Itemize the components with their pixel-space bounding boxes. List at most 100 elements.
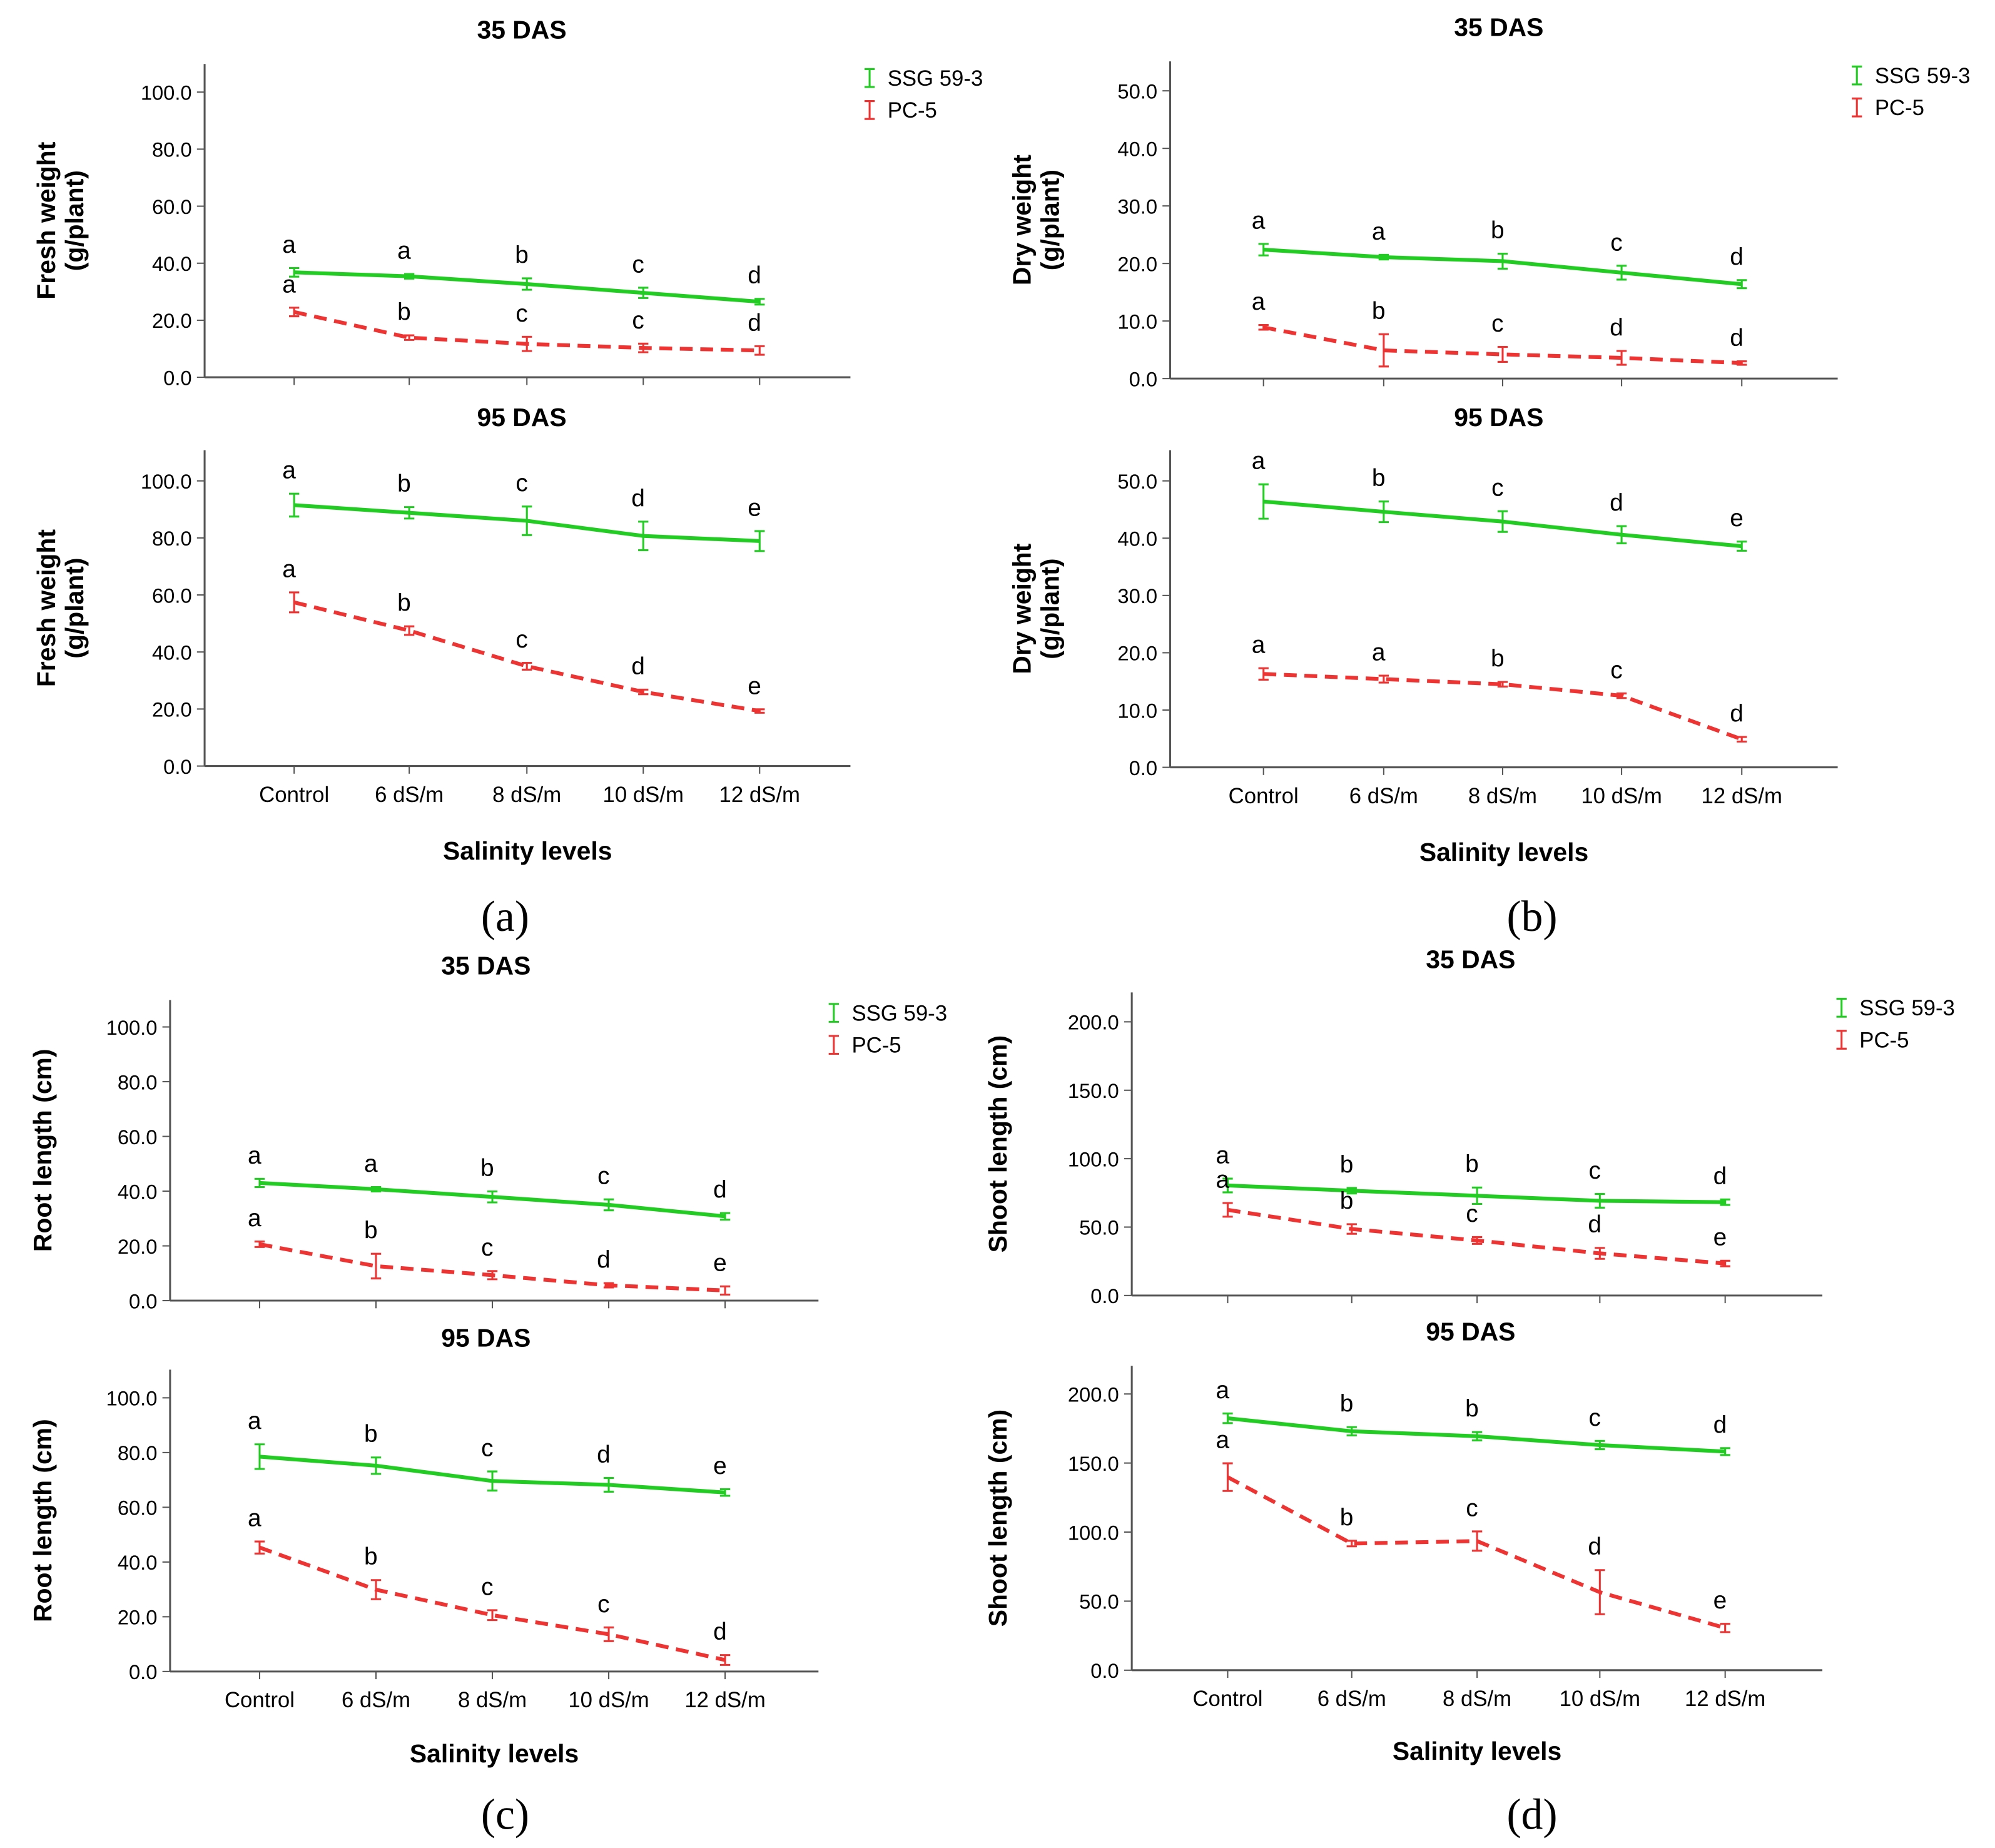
legend-entry: SSG 59-3 (1859, 997, 1955, 1020)
error-bar (1471, 1236, 1483, 1245)
significance-letter: d (1730, 243, 1744, 270)
error-bar (638, 688, 649, 696)
error-bar (638, 520, 649, 551)
y-tick-label: 20.0 (118, 1235, 158, 1258)
y-tick-label: 100.0 (106, 1016, 158, 1039)
x-tick-label: Control (259, 783, 329, 807)
y-axis-label-line: Shoot length (cm) (983, 1409, 1012, 1627)
significance-letter: e (748, 494, 761, 521)
y-tick-label: 40.0 (118, 1180, 158, 1203)
chart-title: 95 DAS (477, 403, 566, 432)
significance-letter: a (1216, 1427, 1229, 1454)
error-bar (487, 1470, 498, 1492)
x-tick-label: 12 dS/m (684, 1688, 765, 1712)
error-bar (1346, 1223, 1357, 1235)
significance-letter: a (1252, 448, 1266, 475)
significance-letter: c (481, 1234, 493, 1261)
significance-letter: e (748, 673, 761, 699)
y-tick-label: 0.0 (163, 366, 191, 389)
significance-letter: d (1588, 1211, 1602, 1238)
error-bar (603, 1477, 614, 1493)
error-bar (1378, 674, 1389, 684)
error-bar (638, 342, 649, 353)
significance-letter: c (1610, 657, 1622, 684)
chart-title: 95 DAS (1454, 403, 1543, 432)
error-bar (754, 530, 765, 552)
significance-letter: d (1730, 701, 1744, 728)
significance-letter: c (481, 1435, 493, 1462)
x-tick-label: 6 dS/m (1349, 784, 1418, 808)
y-tick-label: 20.0 (152, 698, 192, 721)
x-tick-label: Control (1192, 1687, 1262, 1711)
legend-entry: SSG 59-3 (851, 1002, 947, 1025)
chart-title: 35 DAS (1454, 13, 1543, 41)
y-axis-label: Dry weight(g/plant) (1008, 155, 1065, 285)
y-tick-label: 30.0 (1117, 195, 1157, 218)
y-axis-label-line: (g/plant) (60, 170, 89, 271)
significance-letter: b (397, 470, 411, 497)
error-bar (1497, 346, 1508, 363)
error-bar (754, 298, 765, 306)
error-bar (288, 591, 300, 614)
significance-letter: a (248, 1408, 261, 1434)
error-bar (603, 1626, 614, 1642)
error-bar (603, 1282, 614, 1289)
y-tick-label: 80.0 (118, 1070, 158, 1094)
y-axis-label: Root length (cm) (28, 1419, 57, 1622)
y-tick-label: 0.0 (1090, 1284, 1119, 1307)
error-bar (754, 345, 765, 356)
y-axis-label-line: (g/plant) (1036, 559, 1065, 659)
x-tick-label: 12 dS/m (1702, 784, 1782, 808)
error-bar (1720, 1623, 1730, 1633)
error-bar (719, 1654, 731, 1666)
significance-letter: a (1372, 218, 1386, 245)
significance-letter: a (248, 1205, 261, 1232)
error-bar (1720, 1447, 1730, 1456)
y-tick-label: 50.0 (1079, 1590, 1119, 1613)
y-tick-label: 30.0 (1117, 584, 1157, 607)
significance-letter: c (597, 1163, 609, 1190)
series-line-pc-5 (258, 1545, 726, 1662)
y-tick-label: 80.0 (118, 1441, 158, 1465)
error-bar (1497, 681, 1508, 688)
x-tick-label: 8 dS/m (1468, 784, 1537, 808)
panel-label: (a) (481, 893, 529, 941)
y-tick-label: 50.0 (1079, 1216, 1119, 1239)
error-bar (522, 335, 532, 352)
error-bar (487, 1609, 498, 1622)
error-bar (370, 1185, 382, 1193)
significance-letter: b (1372, 298, 1386, 325)
y-tick-label: 0.0 (1129, 756, 1157, 779)
legend-marker (864, 68, 875, 88)
chart-title: 35 DAS (1426, 945, 1515, 974)
legend-entry: PC-5 (1859, 1028, 1909, 1052)
series-line-pc-5 (1263, 325, 1742, 365)
error-bar (288, 492, 300, 518)
error-bar (404, 506, 415, 520)
error-bar (1346, 1540, 1357, 1548)
error-bar (1616, 265, 1627, 281)
error-bar (1720, 1198, 1730, 1206)
y-tick-label: 40.0 (1117, 527, 1157, 551)
error-bar (254, 1241, 265, 1248)
error-bar (370, 1579, 382, 1600)
significance-letter: a (1252, 288, 1266, 315)
error-bar (522, 277, 532, 291)
y-tick-label: 200.0 (1068, 1383, 1119, 1406)
x-tick-label: 12 dS/m (719, 783, 800, 807)
significance-letter: c (481, 1573, 493, 1600)
y-tick-label: 20.0 (118, 1606, 158, 1629)
legend-entry: SSG 59-3 (1875, 64, 1971, 88)
significance-letter: c (1491, 475, 1503, 502)
error-bar (1720, 1259, 1730, 1267)
y-tick-label: 100.0 (141, 81, 192, 104)
y-tick-label: 40.0 (152, 252, 192, 275)
significance-letter: b (1340, 1151, 1354, 1178)
error-bar (1258, 324, 1269, 331)
y-tick-label: 0.0 (129, 1289, 157, 1312)
significance-letter: d (748, 262, 761, 289)
x-tick-label: 10 dS/m (603, 783, 684, 807)
error-bar (719, 1488, 731, 1497)
error-bar (254, 1540, 265, 1555)
